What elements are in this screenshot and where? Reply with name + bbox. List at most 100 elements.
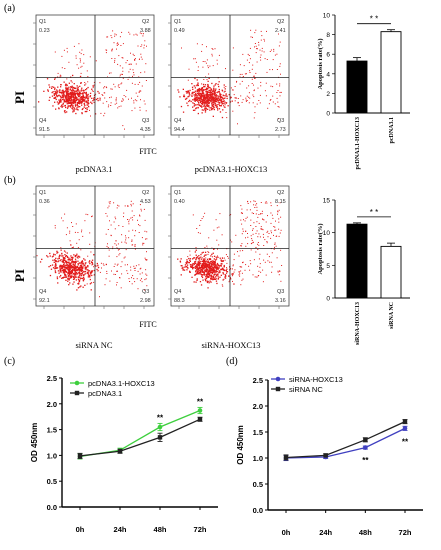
flow-dot — [71, 270, 74, 272]
flow-dot-tail — [272, 101, 274, 103]
flow-dot — [67, 274, 70, 277]
flow-dot-sparse — [247, 233, 248, 234]
flow-dot — [212, 275, 215, 277]
flow-dot — [215, 95, 217, 97]
bar-ytick-label: 0 — [326, 296, 330, 303]
flow-dot — [72, 256, 74, 258]
flow-dot — [203, 101, 206, 103]
flow-dot — [223, 266, 225, 268]
flow-dot — [203, 273, 205, 275]
flow-dot-sparse — [265, 201, 267, 203]
flow-dot — [78, 101, 80, 103]
flow-dot — [180, 258, 182, 260]
flow-dot-tail — [276, 97, 278, 99]
flow-dot-tail — [121, 101, 123, 102]
flow-dot — [223, 95, 225, 97]
flow-dot-sparse — [254, 207, 256, 208]
flow-dot — [55, 263, 57, 265]
flow-dot — [196, 267, 198, 269]
flow-dot — [204, 100, 206, 102]
flow-dot-sparse — [263, 245, 265, 246]
flow-dot-tail — [268, 103, 270, 105]
flow-dot-tail — [129, 281, 131, 282]
flow-dot-tail — [257, 275, 259, 277]
flow-dot — [208, 270, 210, 272]
flow-dot — [64, 91, 66, 93]
flow-dot — [70, 95, 72, 97]
flow-dot — [188, 257, 190, 260]
flow-dot — [71, 91, 73, 94]
flow-dot — [41, 258, 43, 260]
quadrant-q1-value: 0.40 — [174, 199, 185, 205]
flow-dot — [90, 101, 92, 103]
flow-dot — [206, 100, 208, 102]
flow-dot-tail — [81, 231, 82, 233]
line-ytick-label: 0.0 — [47, 503, 57, 512]
flow-dot — [209, 90, 211, 92]
flow-dot — [189, 260, 191, 262]
flow-dot-sparse — [107, 243, 108, 245]
flow-dot — [219, 96, 221, 98]
flow-dot-sparse — [144, 40, 146, 42]
flow-dot-tail — [232, 280, 233, 282]
flow-dot-tail — [80, 66, 82, 68]
flow-dot — [182, 88, 184, 90]
flow-dot — [67, 259, 69, 261]
flow-dot — [219, 105, 221, 107]
flow-dot — [76, 289, 78, 291]
flow-dot-tail — [116, 282, 118, 283]
flow-dot-sparse — [138, 232, 140, 233]
flow-dot — [212, 252, 214, 254]
flow-dot — [73, 94, 76, 96]
flow-dot — [73, 107, 76, 109]
flow-dot-sparse — [267, 230, 269, 232]
flow-dot — [197, 273, 200, 275]
flow-dot — [201, 95, 203, 97]
flow-dot — [55, 257, 57, 259]
flow-dot — [194, 274, 196, 276]
flow-dot — [208, 103, 210, 105]
flow-dot — [92, 85, 94, 87]
flow-dot-tail — [225, 86, 227, 87]
flow-dot — [192, 109, 195, 111]
flow-dot — [67, 95, 69, 97]
flow-dot — [192, 268, 194, 270]
flow-dot — [215, 271, 218, 273]
flow-dot — [218, 95, 220, 97]
flow-dot — [221, 101, 223, 103]
flow-dot — [218, 108, 221, 110]
flow-dot-sparse — [119, 65, 121, 67]
flow-dot-tail — [139, 90, 141, 92]
flow-dot-tail — [239, 83, 241, 85]
flow-dot-sparse — [279, 65, 281, 67]
flow-dot — [67, 276, 70, 278]
flow-dot — [202, 268, 204, 270]
flow-dot-sparse — [123, 216, 124, 218]
flow-dot — [216, 104, 218, 106]
flow-dot-tail — [86, 111, 88, 112]
flow-dot-sparse — [125, 239, 127, 241]
flow-dot-sparse — [105, 49, 107, 51]
flow-dot — [80, 261, 83, 263]
flow-dot — [210, 274, 213, 276]
flow-dot — [69, 96, 71, 98]
flow-dot — [79, 274, 81, 276]
flow-dot — [215, 265, 217, 267]
flow-dot — [213, 93, 215, 95]
flow-dot — [97, 265, 99, 267]
flow-dot-tail — [214, 48, 216, 50]
flow-dot — [70, 262, 72, 265]
flow-dot-tail — [226, 262, 228, 264]
flow-dot — [58, 272, 60, 274]
flow-dot-tail — [124, 264, 126, 266]
flow-dot-tail — [221, 257, 223, 259]
bar-0 — [346, 223, 368, 299]
bar-1 — [380, 245, 402, 299]
flow-dot — [207, 91, 209, 93]
flow-dot — [222, 272, 224, 274]
flow-dot — [64, 267, 66, 269]
flow-dot-tail — [99, 97, 101, 99]
flow-dot — [197, 112, 199, 115]
flow-dot — [83, 100, 85, 102]
flow-dot — [204, 251, 207, 253]
